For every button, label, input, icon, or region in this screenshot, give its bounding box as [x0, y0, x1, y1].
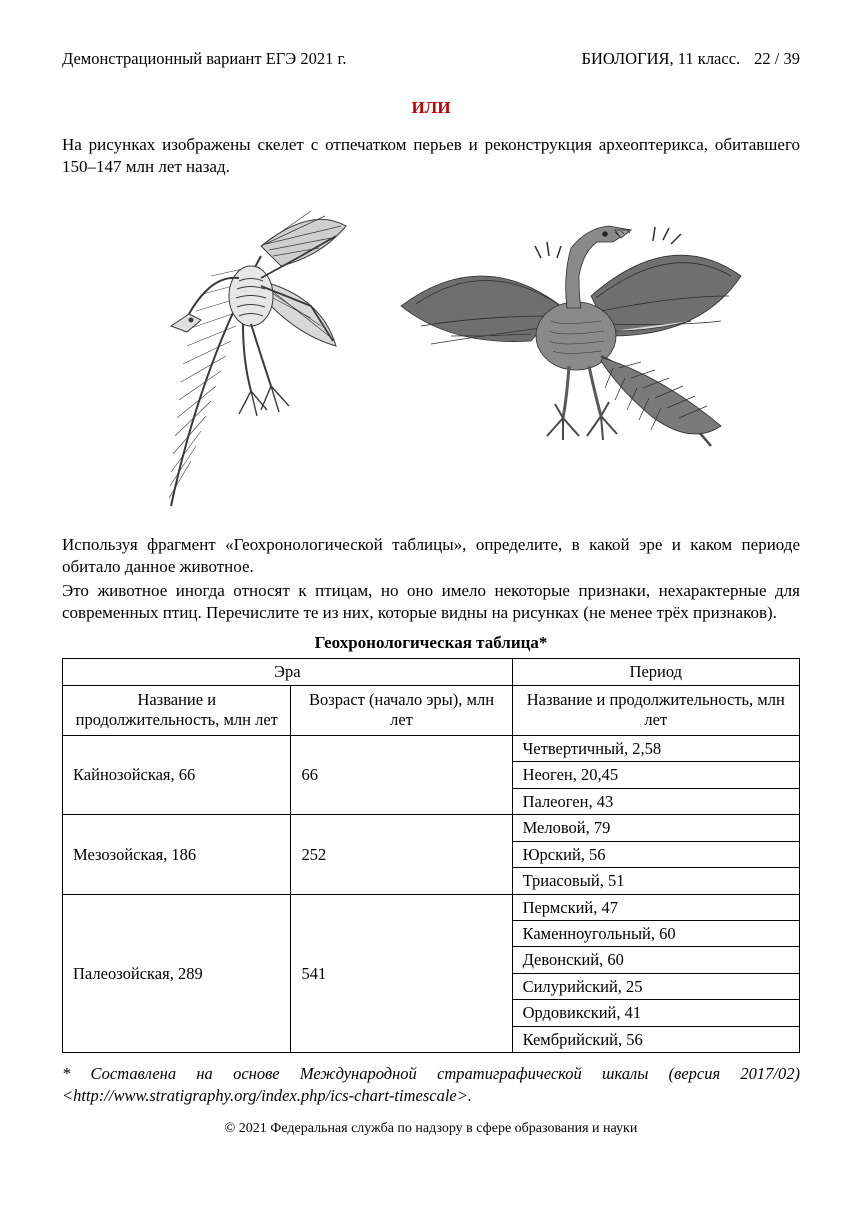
table-head-era: Эра: [63, 659, 513, 685]
geochronology-table: Эра Период Название и продолжительность,…: [62, 658, 800, 1053]
era-age-cell: 66: [291, 735, 512, 814]
period-cell: Меловой, 79: [512, 815, 799, 841]
period-cell: Кембрийский, 56: [512, 1026, 799, 1052]
era-name-cell: Мезозойская, 186: [63, 815, 291, 894]
table-subhead-name: Название и продолжительность, млн лет: [63, 685, 291, 735]
table-subhead-age: Возраст (начало эры), млн лет: [291, 685, 512, 735]
period-cell: Ордовикский, 41: [512, 1000, 799, 1026]
table-row: Мезозойская, 186252Меловой, 79: [63, 815, 800, 841]
intro-paragraph: На рисунках изображены скелет с отпечатк…: [62, 134, 800, 178]
period-cell: Силурийский, 25: [512, 973, 799, 999]
period-cell: Каменноугольный, 60: [512, 920, 799, 946]
era-age-cell: 541: [291, 894, 512, 1053]
header-page: 22 / 39: [754, 48, 800, 69]
era-name-cell: Палеозойская, 289: [63, 894, 291, 1053]
table-row: Кайнозойская, 6666Четвертичный, 2,58: [63, 735, 800, 761]
task-paragraph-2: Это животное иногда относят к птицам, но…: [62, 580, 800, 624]
period-cell: Неоген, 20,45: [512, 762, 799, 788]
period-cell: Триасовый, 51: [512, 868, 799, 894]
table-row: Палеозойская, 289541Пермский, 47: [63, 894, 800, 920]
figure-row: [62, 186, 800, 516]
table-footnote: * Составлена на основе Международной стр…: [62, 1063, 800, 1106]
period-cell: Девонский, 60: [512, 947, 799, 973]
fossil-skeleton-illustration: [111, 186, 361, 516]
header-left: Демонстрационный вариант ЕГЭ 2021 г.: [62, 48, 346, 69]
header-subject: БИОЛОГИЯ, 11 класс.: [581, 48, 740, 69]
table-subhead-period: Название и продолжительность, млн лет: [512, 685, 799, 735]
era-name-cell: Кайнозойская, 66: [63, 735, 291, 814]
or-heading: ИЛИ: [62, 97, 800, 119]
period-cell: Палеоген, 43: [512, 788, 799, 814]
task-paragraph-1: Используя фрагмент «Геохронологической т…: [62, 534, 800, 578]
table-title: Геохронологическая таблица*: [62, 632, 800, 654]
table-head-period: Период: [512, 659, 799, 685]
period-cell: Пермский, 47: [512, 894, 799, 920]
period-cell: Четвертичный, 2,58: [512, 735, 799, 761]
era-age-cell: 252: [291, 815, 512, 894]
page-header: Демонстрационный вариант ЕГЭ 2021 г. БИО…: [62, 48, 800, 69]
period-cell: Юрский, 56: [512, 841, 799, 867]
archaeopteryx-reconstruction-illustration: [391, 186, 751, 486]
copyright-line: © 2021 Федеральная служба по надзору в с…: [62, 1120, 800, 1138]
